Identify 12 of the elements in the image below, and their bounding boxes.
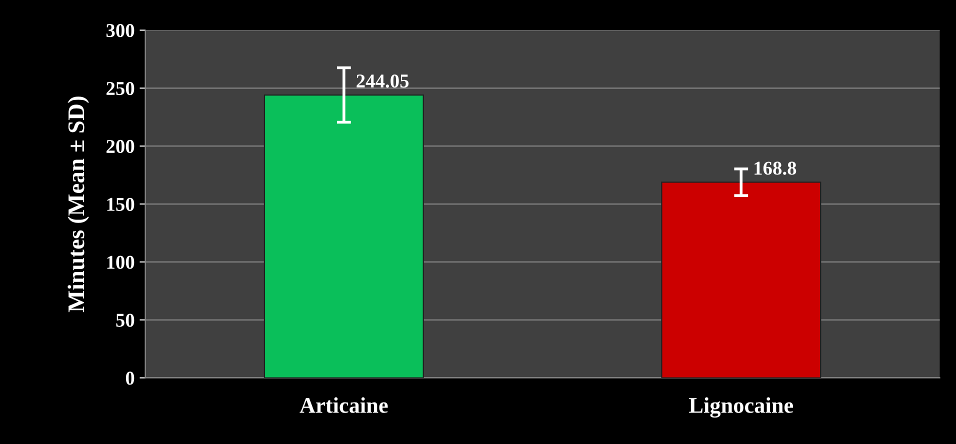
y-axis-title: Minutes (Mean ± SD) (68, 96, 90, 312)
y-tick-label: 50 (116, 314, 134, 327)
y-tick-label: 200 (106, 140, 134, 154)
y-tick-label: 100 (107, 256, 134, 269)
y-tick-label: 0 (126, 372, 134, 385)
y-tick-label: 150 (107, 198, 134, 211)
x-tick-label: Articaine (300, 397, 388, 413)
data-label: 168.8 (754, 162, 796, 175)
y-tick-label: 300 (106, 24, 134, 38)
y-tick-label: 250 (106, 82, 134, 96)
x-tick-label: Lignocaine (689, 397, 794, 418)
data-label: 244.05 (356, 74, 409, 88)
